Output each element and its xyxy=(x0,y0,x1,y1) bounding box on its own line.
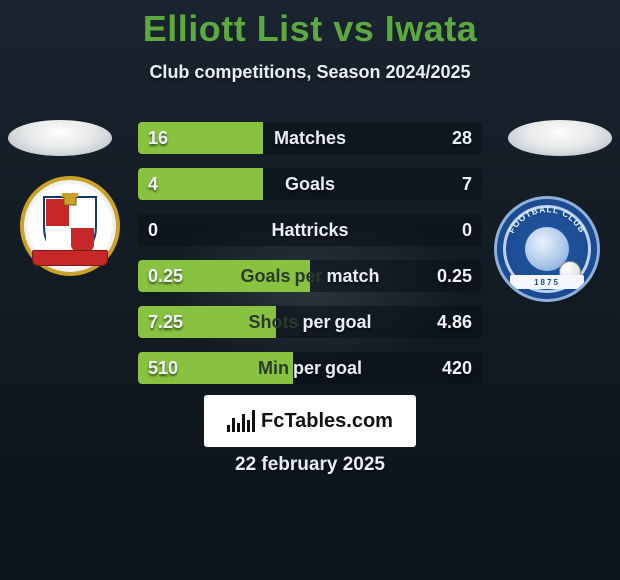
stat-name-word: Shots xyxy=(246,312,300,333)
page-subtitle: Club competitions, Season 2024/2025 xyxy=(0,62,620,83)
stat-name-word: per xyxy=(293,266,325,287)
comparison-card: Elliott List vs Iwata Club competitions,… xyxy=(0,0,620,580)
stat-row: 1628Matches xyxy=(138,122,482,154)
stat-name: Matches xyxy=(138,122,482,154)
stat-name: Goals xyxy=(138,168,482,200)
stat-name: Hattricks xyxy=(138,214,482,246)
stat-name-word: Hattricks xyxy=(269,220,350,241)
date-text: 22 february 2025 xyxy=(0,454,620,476)
stat-name: Goalspermatch xyxy=(138,260,482,292)
brand-box: FcTables.com xyxy=(204,395,416,447)
stat-name: Minpergoal xyxy=(138,352,482,384)
crest-year-ribbon: 1875 xyxy=(510,275,584,289)
bar-chart-icon xyxy=(227,410,255,432)
team-crest-right: FOOTBALL CLUB 1875 xyxy=(494,196,600,302)
stat-name-word: Goals xyxy=(238,266,292,287)
stats-bars: 1628Matches 47Goals 00Hattricks 0.250.25Goa… xyxy=(138,122,482,384)
stat-row: 7.254.86Shotspergoal xyxy=(138,306,482,338)
stat-name: Shotspergoal xyxy=(138,306,482,338)
crest-outer-ring xyxy=(20,176,120,276)
stat-name-word: Goals xyxy=(283,174,337,195)
stat-name-word: Matches xyxy=(272,128,348,149)
team-crest-left xyxy=(20,176,120,276)
player-silhouette-left xyxy=(8,120,112,156)
brand-text: FcTables.com xyxy=(261,410,393,433)
page-title: Elliott List vs Iwata xyxy=(0,0,620,50)
stat-name-word: match xyxy=(325,266,382,287)
player-silhouette-right xyxy=(508,120,612,156)
stat-name-word: per xyxy=(300,312,332,333)
stat-row: 47Goals xyxy=(138,168,482,200)
stat-row: 510420Minpergoal xyxy=(138,352,482,384)
stat-name-word: Min xyxy=(256,358,291,379)
stat-row: 00Hattricks xyxy=(138,214,482,246)
stat-name-word: goal xyxy=(333,312,374,333)
stat-row: 0.250.25Goalspermatch xyxy=(138,260,482,292)
crest-ribbon xyxy=(32,250,108,266)
stat-name-word: goal xyxy=(323,358,364,379)
crest-roundel: FOOTBALL CLUB 1875 xyxy=(494,196,600,302)
stat-name-word: per xyxy=(291,358,323,379)
